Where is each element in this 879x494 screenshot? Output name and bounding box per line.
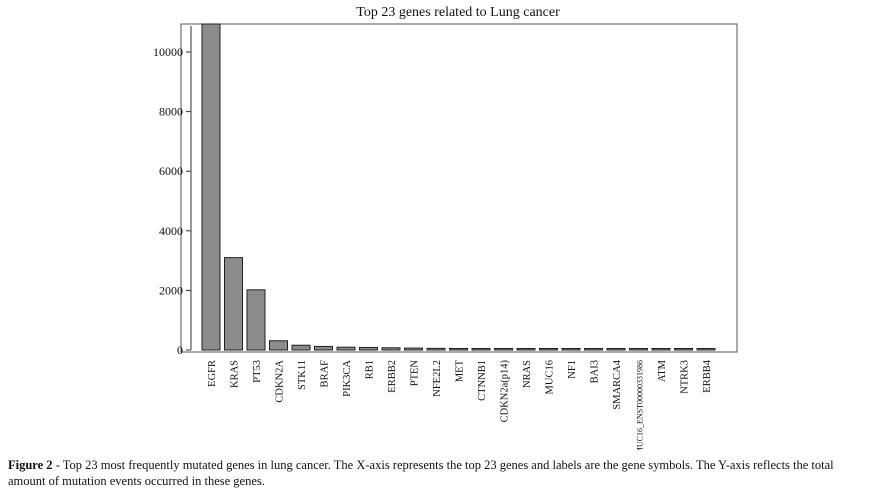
x-tick-label: EGFR	[207, 360, 218, 387]
bar-stk11	[291, 344, 311, 351]
bar-muc16-enst00000331986	[629, 348, 648, 351]
x-tick-label: NFE2L2	[432, 360, 443, 397]
bar-nf1	[561, 348, 581, 351]
bar-smarca4	[606, 348, 626, 351]
bar-ntrk3	[674, 348, 693, 351]
y-tick-label: 6000	[159, 164, 183, 178]
bar-nras	[516, 348, 536, 351]
x-tick-label: NRAS	[522, 360, 533, 388]
x-tick-label: CTNNB1	[477, 360, 488, 401]
bar-met	[449, 348, 468, 351]
bar-cdkn2a	[269, 340, 288, 351]
x-tick-labels: EGFR KRAS PT53 CDKN2A STK11 BRAF PIK3CA RB1 ERBB…	[207, 359, 713, 450]
bar-atm	[651, 348, 671, 351]
bar-chart: Top 23 genes related to Lung cancer 0 200…	[153, 5, 738, 450]
bar-egfr	[201, 23, 221, 351]
bar-cdkn2a-p14-	[494, 348, 513, 351]
x-tick-label: KRAS	[230, 360, 241, 388]
x-tick-label: BRAF	[320, 360, 331, 388]
x-tick-label: PTEN	[410, 360, 421, 387]
plot-frame	[180, 23, 738, 353]
x-tick-label: NF1	[567, 360, 578, 379]
x-tick-label: ERBB2	[387, 360, 398, 393]
bar-kras	[224, 257, 243, 351]
y-axis: 0 2000 4000 6000 8000 10000	[153, 26, 192, 357]
x-tick-label: MET	[455, 359, 466, 382]
x-tick-label: CDKN2A	[275, 360, 286, 403]
y-tick-label: 2000	[159, 283, 183, 297]
x-tick-label: SMARCA4	[612, 359, 623, 409]
y-tick-label: 10000	[153, 45, 183, 59]
x-tick-label: MUC16_ENST00000331986	[636, 360, 645, 450]
caption-text: - Top 23 most frequently mutated genes i…	[8, 458, 834, 488]
x-tick-label: PT53	[252, 360, 263, 383]
bar-pik3ca	[336, 346, 356, 351]
bar-ctnnb1	[471, 348, 491, 351]
bar-pt53	[246, 289, 266, 351]
bar-nfe2l2	[426, 347, 446, 351]
x-tick-label: PIK3CA	[342, 360, 353, 397]
bar-pten	[404, 347, 423, 351]
x-tick-label: MUC16	[545, 360, 556, 394]
x-tick-label: ATM	[657, 359, 668, 382]
bar-muc16	[539, 348, 558, 351]
bar-braf	[314, 345, 333, 351]
bars-group	[201, 23, 716, 351]
x-tick-label: CDKN2a(p14)	[500, 359, 511, 422]
x-tick-label: BAI3	[590, 360, 601, 383]
figure-caption: Figure 2 - Top 23 most frequently mutate…	[8, 457, 874, 489]
x-tick-label: STK11	[297, 360, 308, 390]
y-tick-label: 8000	[159, 105, 183, 119]
bar-bai3	[584, 348, 603, 351]
caption-label: Figure 2	[8, 458, 53, 472]
chart-title: Top 23 genes related to Lung cancer	[356, 5, 560, 20]
x-tick-label: ERBB4	[702, 359, 713, 392]
bar-rb1	[359, 346, 378, 351]
y-tick-label: 0	[177, 343, 183, 357]
x-tick-label: RB1	[365, 360, 376, 379]
bar-erbb2	[381, 347, 401, 351]
bar-erbb4	[696, 348, 716, 351]
x-tick-label: NTRK3	[680, 360, 691, 394]
y-tick-label: 4000	[159, 224, 183, 238]
